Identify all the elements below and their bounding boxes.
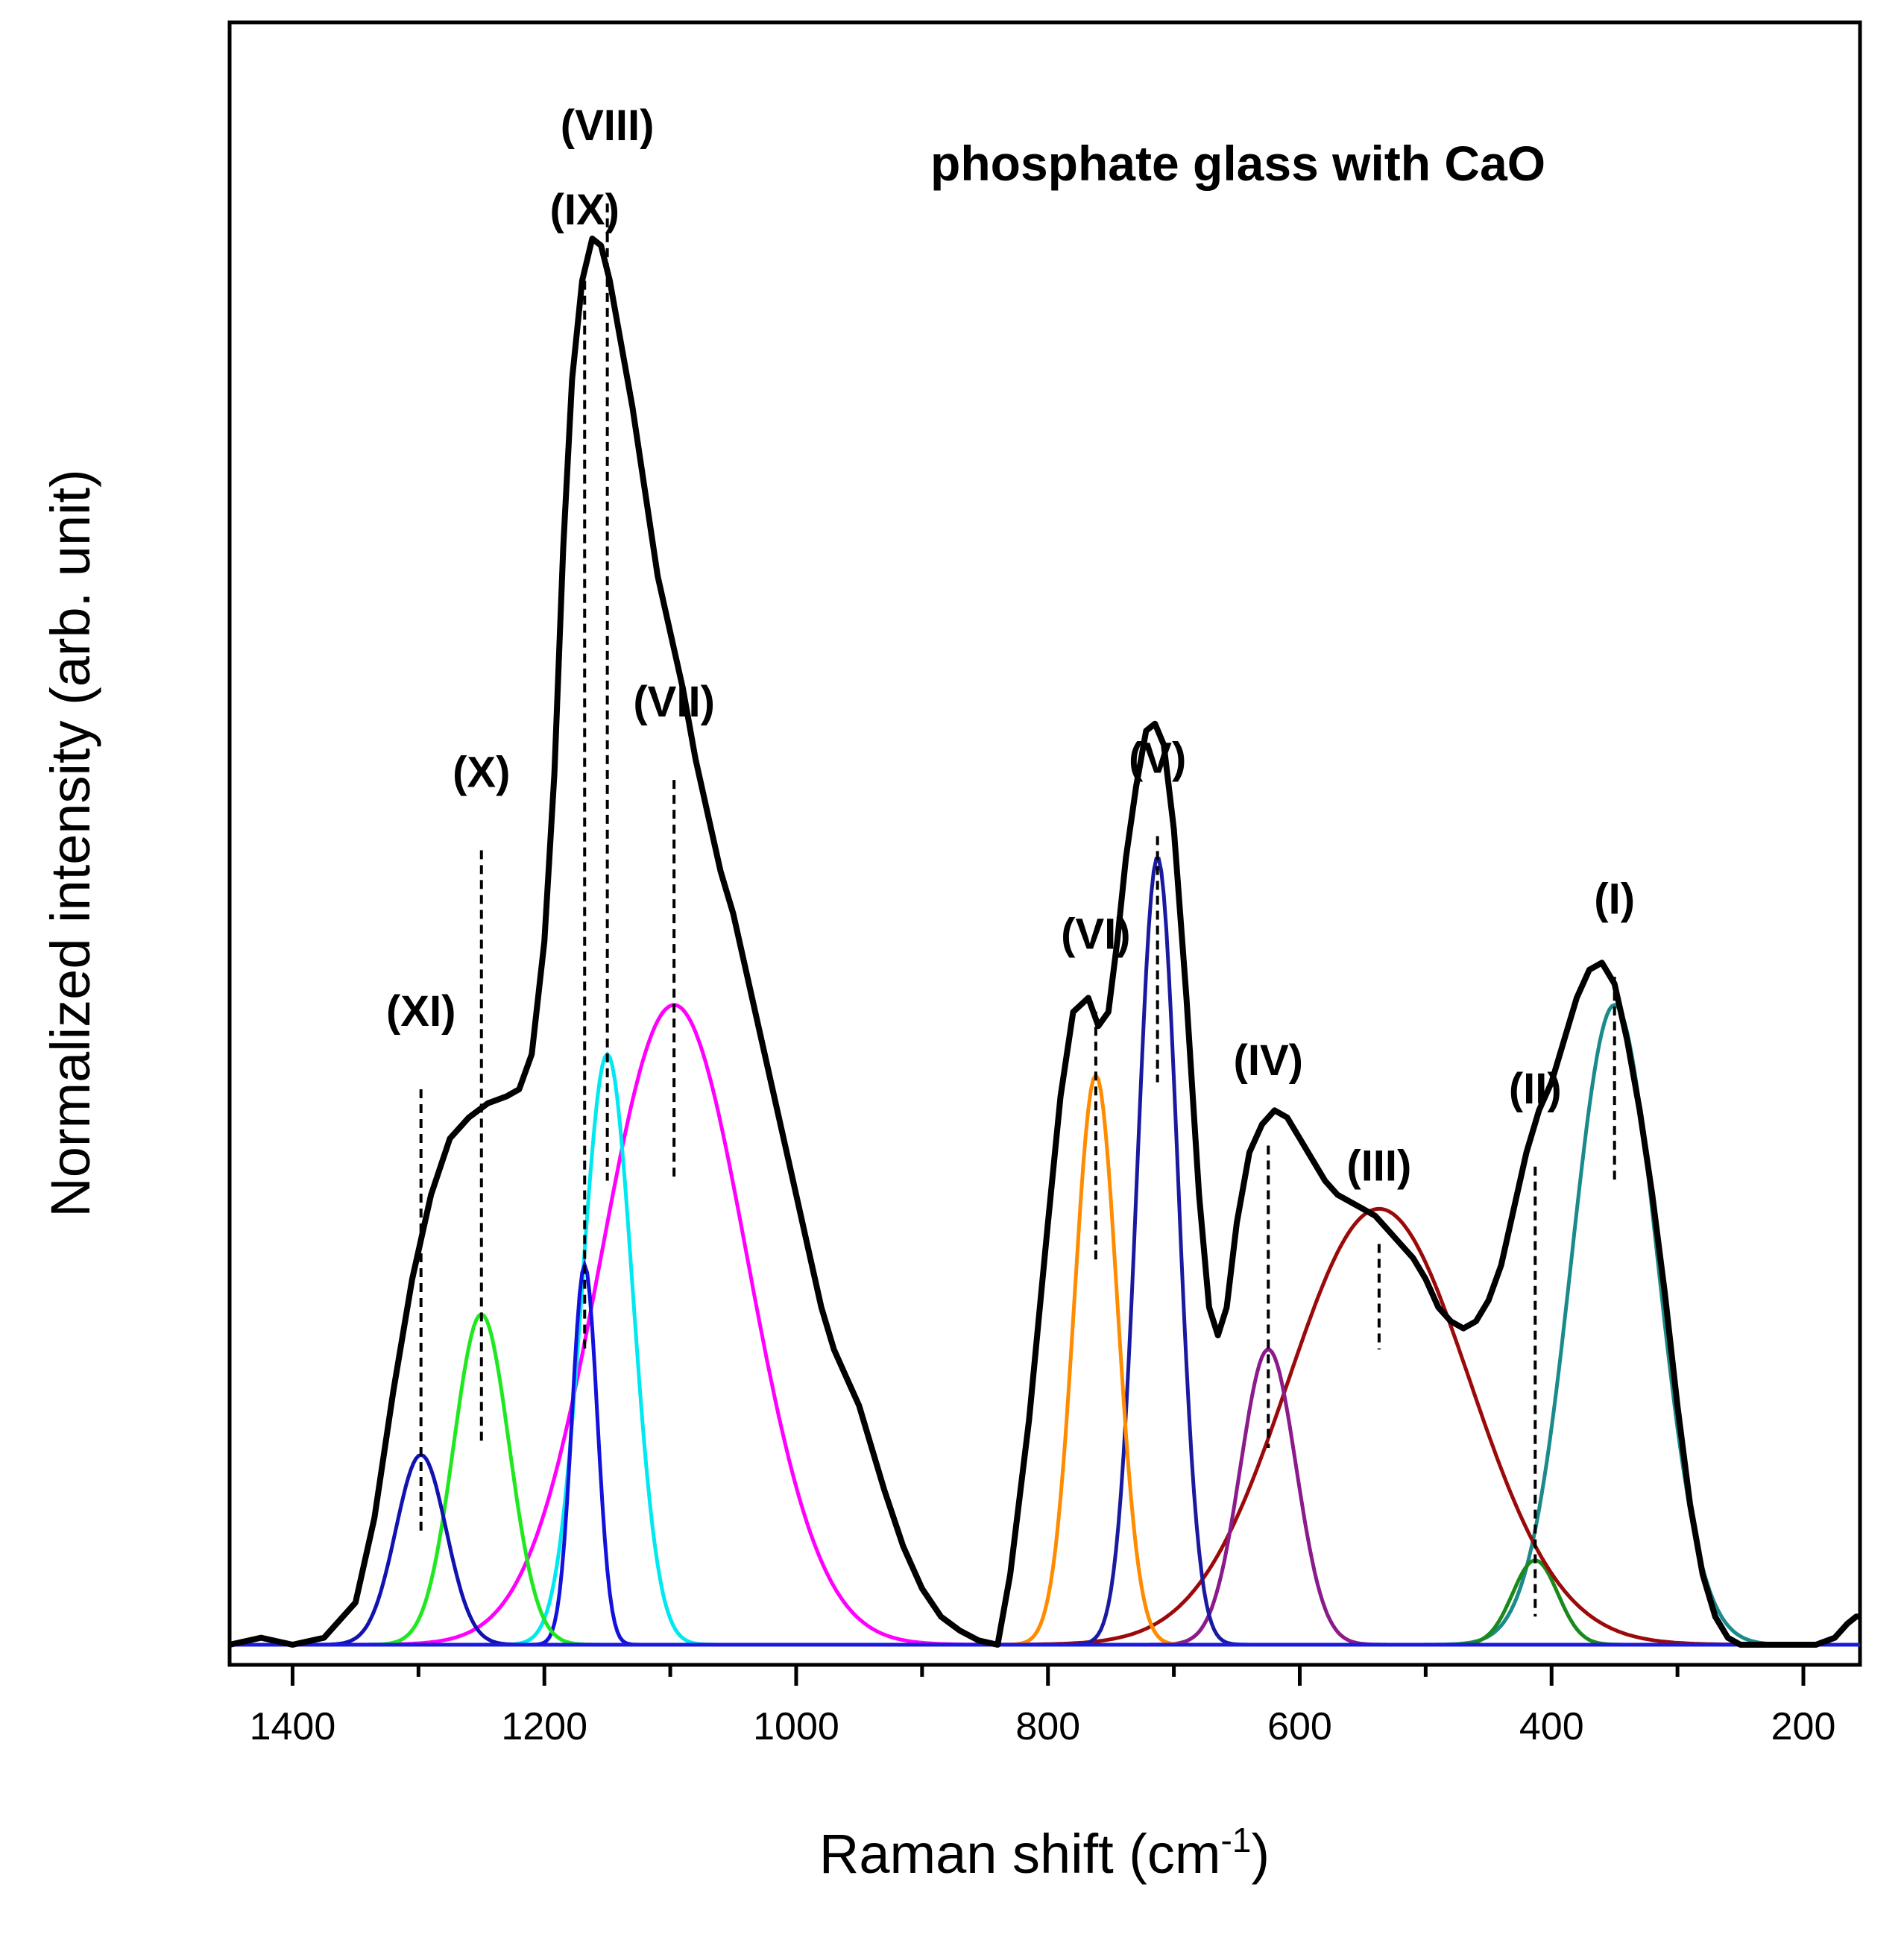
peak-label-11: (XI) [386,987,455,1036]
x-axis-title-main: Raman shift (cm [819,1823,1221,1885]
peak-label-7: (VII) [633,678,715,726]
component-curve-4 [230,1347,1859,1647]
peak-label-10: (X) [453,749,510,797]
chart-title: phosphate glass with CaO [930,136,1545,191]
measured-spectrum-layer [229,236,1860,1648]
measured-spectrum [229,236,1860,1648]
plot-frame [227,20,1862,1667]
peak-label-1: (I) [1594,875,1635,923]
peak-label-5: (V) [1129,734,1186,783]
x-tick-label-4: 800 [1015,1705,1080,1748]
peak-label-8: (VIII) [561,101,655,150]
x-tick-label-6: 400 [1519,1705,1584,1748]
peak-markers: (I) (II) (III) (IV) (V) (VI) (VII) (VIII) (IX) (X… [386,101,1635,1617]
x-axis-title-superscript: -1 [1221,1821,1252,1859]
x-axis-ticks: 1400 1200 1000 800 600 400 200 [250,1665,1836,1748]
peak-label-2: (II) [1509,1065,1562,1113]
peak-label-9: (IX) [550,186,620,234]
peak-label-4: (IV) [1234,1036,1303,1085]
x-tick-label-2: 1200 [501,1705,587,1748]
peak-label-3: (III) [1346,1142,1411,1191]
component-curve-10 [230,1311,1859,1647]
x-tick-label-1: 1400 [250,1705,336,1748]
x-tick-label-5: 600 [1267,1705,1332,1748]
peak-label-6: (VI) [1061,910,1130,958]
x-tick-label-7: 200 [1771,1705,1836,1748]
y-axis-title: Normalized intensity (arb. unit) [40,469,101,1217]
component-curve-2 [230,1558,1859,1647]
x-tick-label-3: 1000 [753,1705,839,1748]
x-axis-title-end: ) [1251,1823,1270,1885]
x-axis-title: Raman shift (cm-1) [819,1821,1270,1885]
